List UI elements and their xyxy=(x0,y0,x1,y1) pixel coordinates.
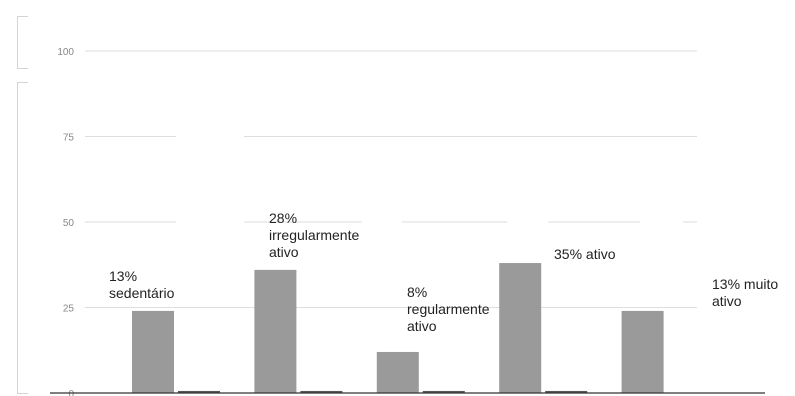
bar-3 xyxy=(499,263,542,393)
bar-1 xyxy=(254,269,297,393)
annotation-irregularmente-ativo: 28% irregularmente ativo xyxy=(269,210,360,260)
annotation-sedentario: 13% sedentário xyxy=(109,268,175,301)
annotation-ativo: 35% ativo xyxy=(554,246,616,262)
y-tick-label: 100 xyxy=(57,47,74,58)
bar-secondary-3 xyxy=(545,390,588,393)
chart-frame-main xyxy=(17,82,28,394)
label-mask xyxy=(640,200,683,300)
chart-frame-top xyxy=(17,16,28,69)
bar-0 xyxy=(132,310,174,393)
bar-4 xyxy=(621,310,664,393)
label-mask xyxy=(176,120,244,300)
bar-secondary-1 xyxy=(300,390,343,393)
bar-secondary-2 xyxy=(422,390,465,393)
y-tick-label: 75 xyxy=(63,133,75,144)
y-tick-label: 50 xyxy=(63,218,75,229)
label-mask xyxy=(362,200,402,300)
annotation-muito-ativo: 13% muito ativo xyxy=(712,276,779,309)
bar-2 xyxy=(376,351,419,393)
bar-secondary-0 xyxy=(178,390,220,393)
annotation-regularmente-ativo: 8% regularmente ativo xyxy=(407,284,490,334)
y-tick-label: 25 xyxy=(63,304,75,315)
